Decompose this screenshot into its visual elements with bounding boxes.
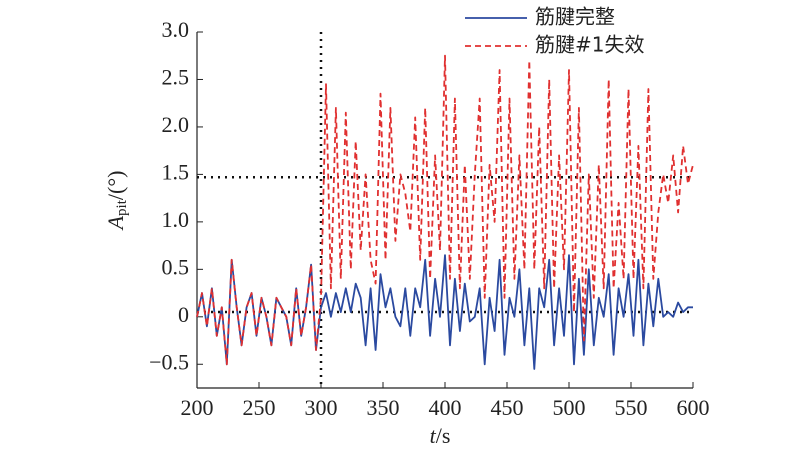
series-line [196,254,693,370]
x-label-unit: /s [436,423,451,448]
y-tick-label: 2.0 [162,112,190,137]
y-label-subscript: pit [114,199,130,216]
legend-label: 筋腱#1失效 [535,33,644,57]
x-tick-label: 350 [367,395,400,420]
x-tick-label: 500 [553,395,586,420]
y-tick-label: 1.5 [162,159,190,184]
x-tick-label: 400 [429,395,462,420]
x-tick-label: 200 [181,395,214,420]
y-tick-label: 2.5 [162,65,190,90]
y-tick-label: −0.5 [149,349,189,374]
x-tick-label: 550 [615,395,648,420]
y-tick-label: 1.0 [162,207,190,232]
x-tick-label: 250 [243,395,276,420]
y-axis-label: Apit/(°) [103,171,130,232]
series-line [196,54,694,366]
x-axis-label: t/s [430,423,451,448]
y-label-unit: /(°) [103,171,128,201]
x-label-symbol: t [430,423,437,448]
x-tick-label: 300 [305,395,338,420]
y-tick-label: 0 [178,302,189,327]
x-tick-label: 450 [491,395,524,420]
x-tick-label: 600 [677,395,710,420]
y-label-symbol: A [103,215,128,231]
y-tick-label: 0.5 [162,254,190,279]
y-tick-label: 3.0 [162,17,190,42]
legend-label: 筋腱完整 [535,5,615,29]
